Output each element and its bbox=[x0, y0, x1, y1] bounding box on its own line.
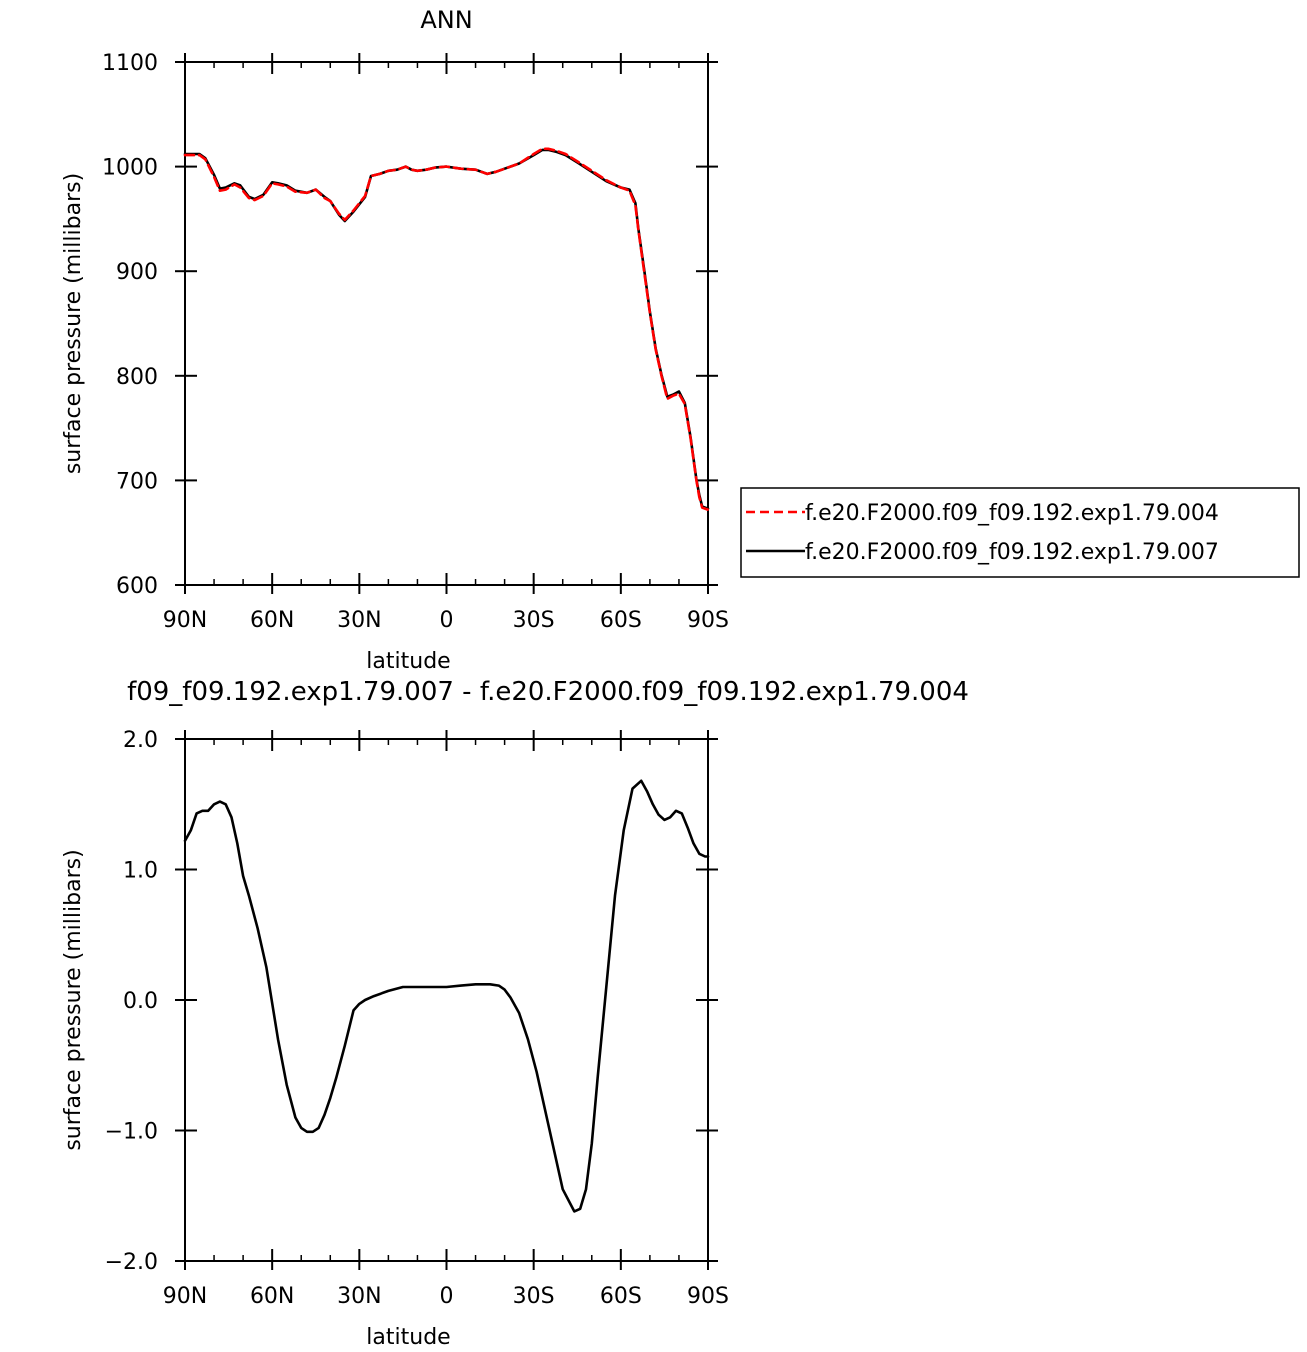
series-line-0 bbox=[183, 147, 710, 512]
plot-frame bbox=[184, 61, 709, 586]
y-axis-label: surface pressure (millibars) bbox=[61, 849, 86, 1150]
chart-title: ANN bbox=[420, 6, 472, 34]
y-tick-label: −2.0 bbox=[105, 1250, 158, 1275]
legend-label-1: f.e20.F2000.f09_f09.192.exp1.79.007 bbox=[805, 540, 1219, 565]
x-tick-label: 90S bbox=[687, 608, 729, 633]
x-tick-label: 0 bbox=[440, 1284, 454, 1309]
x-tick-label: 90S bbox=[687, 1284, 729, 1309]
y-tick-label: 1000 bbox=[102, 156, 158, 181]
legend-label-0: f.e20.F2000.f09_f09.192.exp1.79.004 bbox=[805, 501, 1219, 526]
x-tick-label: 60N bbox=[250, 1284, 294, 1309]
x-tick-label: 0 bbox=[440, 608, 454, 633]
x-axis-label: latitude bbox=[366, 1325, 450, 1350]
x-tick-label: 90N bbox=[163, 1284, 207, 1309]
legend: f.e20.F2000.f09_f09.192.exp1.79.004 f.e20… bbox=[740, 487, 1300, 578]
y-tick-label: 2.0 bbox=[123, 728, 158, 753]
x-tick-label: 30S bbox=[513, 608, 555, 633]
y-tick-label: 0.0 bbox=[123, 989, 158, 1014]
pressure-panel: ANN 90N 60N 30N 0 30S 60S 90S 600 700 800 900 1000 11… bbox=[61, 6, 1300, 674]
series-line-1 bbox=[183, 148, 710, 510]
difference-panel: f09_f09.192.exp1.79.007 - f.e20.F2000.f0… bbox=[61, 677, 969, 1350]
x-tick-label: 30N bbox=[337, 608, 381, 633]
x-tick-label: 90N bbox=[163, 608, 207, 633]
y-tick-label: 700 bbox=[116, 469, 158, 494]
x-axis-label: latitude bbox=[366, 649, 450, 674]
x-tick-label: 60S bbox=[600, 1284, 642, 1309]
x-tick-label: 60N bbox=[250, 608, 294, 633]
chart-title: f09_f09.192.exp1.79.007 - f.e20.F2000.f0… bbox=[127, 677, 969, 707]
x-tick-label: 30N bbox=[337, 1284, 381, 1309]
plot-frame bbox=[184, 738, 709, 1262]
x-tick-label: 60S bbox=[600, 608, 642, 633]
y-axis-label: surface pressure (millibars) bbox=[61, 173, 86, 474]
x-tick-label: 30S bbox=[513, 1284, 555, 1309]
y-tick-label: 1100 bbox=[102, 51, 158, 76]
legend-box bbox=[740, 487, 1300, 578]
y-tick-label: 800 bbox=[116, 365, 158, 390]
y-tick-label: 600 bbox=[116, 574, 158, 599]
y-tick-label: 900 bbox=[116, 260, 158, 285]
series-line-0 bbox=[183, 779, 710, 1213]
y-tick-label: −1.0 bbox=[105, 1120, 158, 1145]
y-tick-label: 1.0 bbox=[123, 859, 158, 884]
